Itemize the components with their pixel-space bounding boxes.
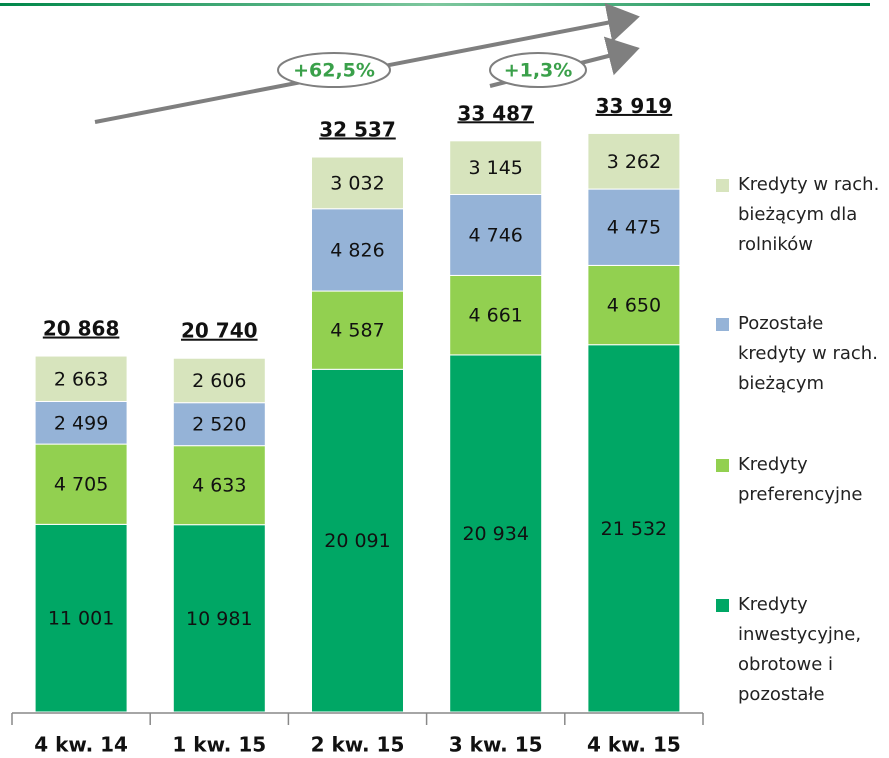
value-label: 20 091 bbox=[324, 530, 390, 552]
annotation-ellipse bbox=[489, 52, 587, 88]
value-label: 2 663 bbox=[54, 368, 108, 390]
value-label: 4 633 bbox=[192, 475, 246, 497]
legend-item: Kredyty inwestycyjne, obrotowe i pozosta… bbox=[716, 590, 888, 710]
legend-item: Kredyty w rach. bieżącym dla rolników bbox=[716, 170, 888, 260]
bar-segment bbox=[587, 132, 681, 190]
bar-segment bbox=[587, 344, 681, 713]
bar-segment bbox=[172, 524, 266, 713]
annotation: +1,3% bbox=[504, 60, 573, 82]
bar-segment bbox=[449, 193, 543, 276]
bar-segment bbox=[311, 290, 404, 370]
value-label: 4 587 bbox=[330, 320, 384, 342]
bar-segment bbox=[449, 140, 543, 195]
value-label: 21 532 bbox=[601, 518, 667, 540]
value-label: 4 705 bbox=[54, 474, 108, 496]
value-label: 3 145 bbox=[468, 157, 522, 179]
value-label: 2 520 bbox=[192, 414, 246, 436]
x-tick-label: 2 kw. 15 bbox=[311, 733, 405, 757]
bar-segment bbox=[311, 156, 404, 210]
legend-label: Kredyty inwestycyjne, obrotowe i pozosta… bbox=[738, 594, 862, 705]
total-label: 32 537 bbox=[319, 118, 396, 142]
total-label: 33 487 bbox=[457, 101, 534, 125]
value-label: 4 475 bbox=[607, 217, 661, 239]
bar-segment bbox=[34, 523, 128, 713]
value-label: 4 661 bbox=[468, 305, 522, 327]
top-rule bbox=[0, 3, 870, 6]
total-label: 20 868 bbox=[43, 317, 120, 341]
value-label: 10 981 bbox=[186, 608, 252, 630]
bar-segment bbox=[34, 400, 128, 445]
bar-segment bbox=[587, 264, 681, 346]
bar-segment bbox=[587, 188, 681, 266]
annotation: +62,5% bbox=[293, 60, 375, 82]
bar-segment bbox=[34, 443, 128, 525]
legend-swatch bbox=[716, 599, 729, 612]
legend-swatch bbox=[716, 179, 729, 192]
bar-segment bbox=[311, 368, 404, 713]
value-label: 4 826 bbox=[330, 239, 384, 261]
legend-swatch bbox=[716, 459, 729, 472]
annotation-ellipse bbox=[277, 52, 391, 88]
legend-label: Kredyty preferencyjne bbox=[738, 454, 863, 505]
bar-segment bbox=[172, 402, 266, 447]
legend-swatch bbox=[716, 318, 729, 331]
x-tick-label: 1 kw. 15 bbox=[172, 733, 266, 757]
x-tick-label: 4 kw. 14 bbox=[34, 733, 128, 757]
x-tick-label: 4 kw. 15 bbox=[587, 733, 681, 757]
legend-label: Pozostałe kredyty w rach. bieżącym bbox=[738, 313, 878, 394]
value-label: 4 650 bbox=[607, 295, 661, 317]
value-label: 3 262 bbox=[607, 151, 661, 173]
value-label: 2 606 bbox=[192, 370, 246, 392]
value-label: 2 499 bbox=[54, 412, 108, 434]
bar-segment bbox=[449, 354, 543, 713]
bar-segment bbox=[449, 274, 543, 356]
legend-item: Kredyty preferencyjne bbox=[716, 450, 888, 510]
legend-item: Pozostałe kredyty w rach. bieżącym bbox=[716, 309, 888, 399]
value-label: 4 746 bbox=[468, 224, 522, 246]
legend-label: Kredyty w rach. bieżącym dla rolników bbox=[738, 174, 880, 255]
value-label: 20 934 bbox=[462, 523, 528, 545]
total-label: 33 919 bbox=[596, 94, 673, 118]
value-label: 3 032 bbox=[330, 172, 384, 194]
bar-segment bbox=[34, 355, 128, 402]
x-tick-label: 3 kw. 15 bbox=[449, 733, 543, 757]
value-label: 11 001 bbox=[48, 608, 114, 630]
bar-segment bbox=[172, 445, 266, 526]
total-label: 20 740 bbox=[181, 319, 258, 343]
bar-segment bbox=[172, 357, 266, 404]
